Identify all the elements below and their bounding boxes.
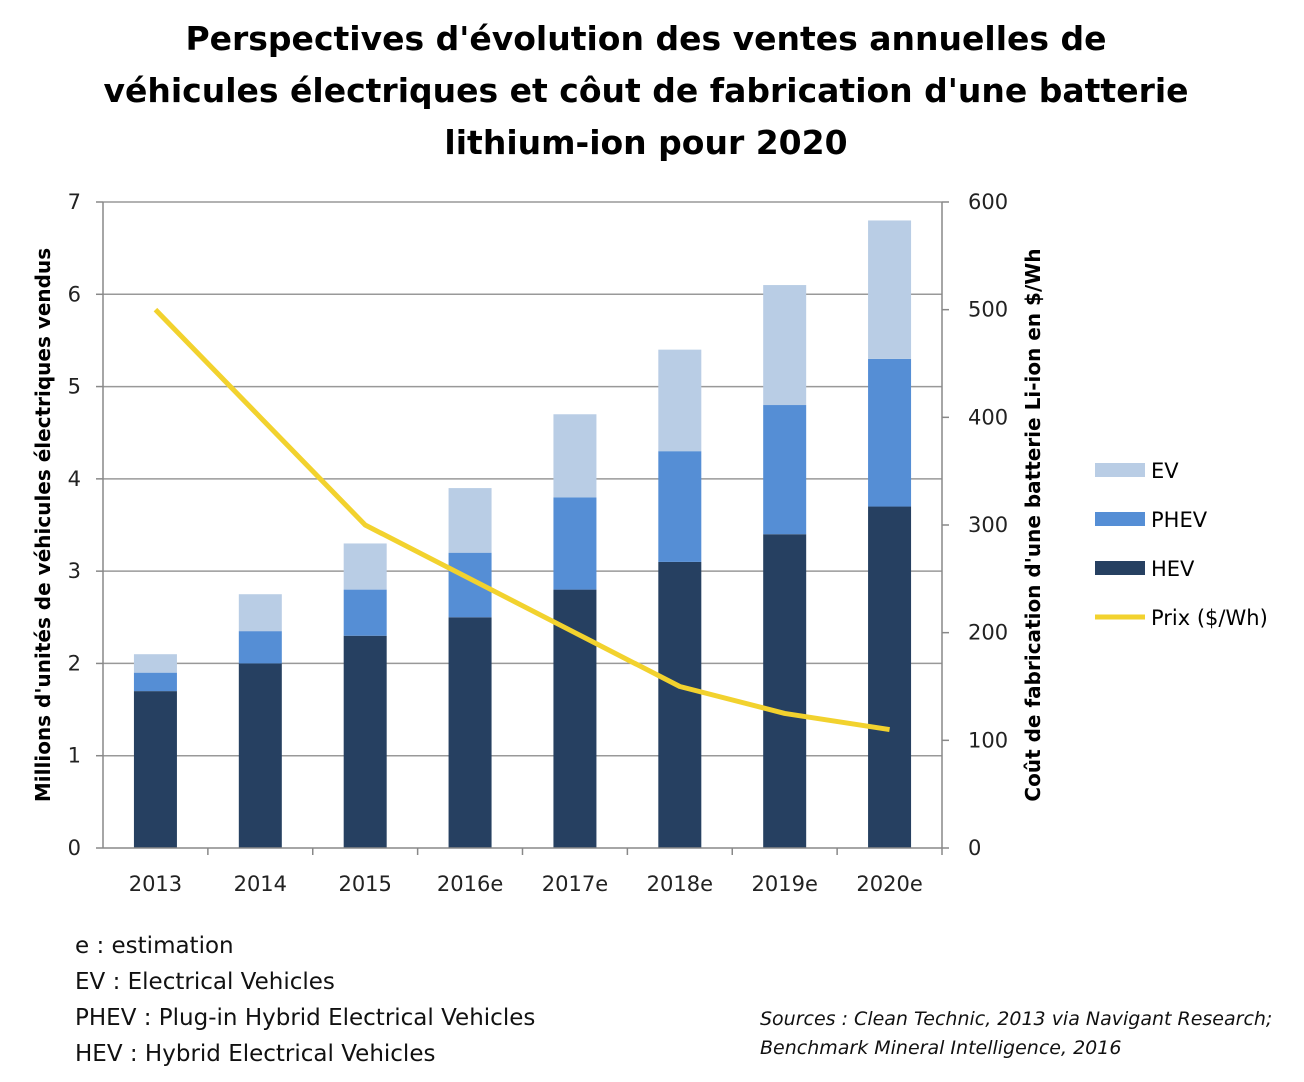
axes: 0 1 2 3 4 5 6 7 0 100 200 300 400 500 600 2013 2014 2015 2… [68, 190, 1008, 896]
x-tick-label: 2018e [647, 872, 713, 896]
legend-swatch-phev [1095, 512, 1145, 526]
y-tick-label: 5 [68, 375, 81, 399]
bar-hev-2017e [553, 589, 597, 848]
bar-ev-2018e [658, 349, 702, 452]
y-tick-label: 6 [68, 282, 81, 306]
note-phev: PHEV : Plug-in Hybrid Electrical Vehicle… [75, 1005, 535, 1031]
x-tick-label: 2013 [129, 872, 182, 896]
bars [133, 220, 912, 848]
legend-swatch-hev [1095, 561, 1145, 575]
legend-label: EV [1151, 459, 1179, 483]
bar-phev-2015 [343, 589, 387, 636]
chart-title-line-3: lithium-ion pour 2020 [444, 123, 847, 162]
y2-tick-label: 200 [968, 621, 1008, 645]
bar-hev-2014 [238, 663, 282, 848]
y2-tick-label: 500 [968, 298, 1008, 322]
note-hev: HEV : Hybrid Electrical Vehicles [75, 1041, 435, 1067]
bar-hev-2016e [448, 617, 492, 848]
y-tick-label: 1 [68, 744, 81, 768]
price-line [153, 307, 890, 733]
legend-label: PHEV [1151, 508, 1208, 532]
bar-hev-2019e [763, 534, 807, 848]
bar-phev-2013 [133, 672, 177, 692]
bar-ev-2013 [133, 654, 177, 673]
x-tick-label: 2020e [856, 872, 922, 896]
bar-phev-2020e [868, 358, 912, 507]
gridlines [103, 201, 942, 757]
bar-phev-2017e [553, 497, 597, 590]
bar-phev-2014 [238, 631, 282, 664]
bar-ev-2020e [868, 220, 912, 359]
y-tick-label: 2 [68, 651, 81, 675]
bar-hev-2018e [658, 561, 702, 848]
y2-tick-label: 100 [968, 728, 1008, 752]
price-line-layer [153, 307, 890, 733]
bar-phev-2018e [658, 451, 702, 562]
x-tick-label: 2016e [437, 872, 503, 896]
bar-hev-2020e [868, 506, 912, 848]
y2-axis-label: Coût de fabrication d'une batterie Li-io… [1021, 248, 1045, 801]
y-tick-label: 4 [68, 467, 81, 491]
bar-ev-2019e [763, 285, 807, 406]
bar-ev-2017e [553, 414, 597, 498]
x-tick-label: 2019e [752, 872, 818, 896]
bar-phev-2019e [763, 405, 807, 535]
legend-label: HEV [1151, 557, 1195, 581]
legend-label: Prix ($/Wh) [1151, 606, 1268, 630]
x-tick-label: 2014 [234, 872, 287, 896]
y2-tick-label: 300 [968, 513, 1008, 537]
bar-hev-2015 [343, 635, 387, 848]
bar-hev-2013 [133, 691, 177, 848]
y2-tick-label: 400 [968, 405, 1008, 429]
y-tick-label: 0 [68, 836, 81, 860]
legend-swatch-ev [1095, 463, 1145, 477]
note-ev: EV : Electrical Vehicles [75, 969, 335, 995]
y-tick-label: 7 [68, 190, 81, 214]
chart-title-line-1: Perspectives d'évolution des ventes annu… [185, 19, 1106, 58]
bar-ev-2015 [343, 543, 387, 590]
note-estimation: e : estimation [75, 933, 234, 959]
source-line-2: Benchmark Mineral Intelligence, 2016 [760, 1037, 1121, 1059]
source-line-1: Sources : Clean Technic, 2013 via Naviga… [760, 1008, 1272, 1030]
y-tick-label: 3 [68, 559, 81, 583]
y2-tick-label: 600 [968, 190, 1008, 214]
x-tick-label: 2015 [338, 872, 391, 896]
y2-tick-label: 0 [968, 836, 981, 860]
chart-title-line-2: véhicules électriques et côut de fabrica… [103, 71, 1188, 110]
bar-ev-2014 [238, 594, 282, 632]
x-tick-label: 2017e [542, 872, 608, 896]
bar-ev-2016e [448, 488, 492, 553]
y-axis-label: Millions d'unités de véhicules électriqu… [31, 248, 55, 802]
legend: EV PHEV HEV Prix ($/Wh) [1095, 459, 1268, 630]
